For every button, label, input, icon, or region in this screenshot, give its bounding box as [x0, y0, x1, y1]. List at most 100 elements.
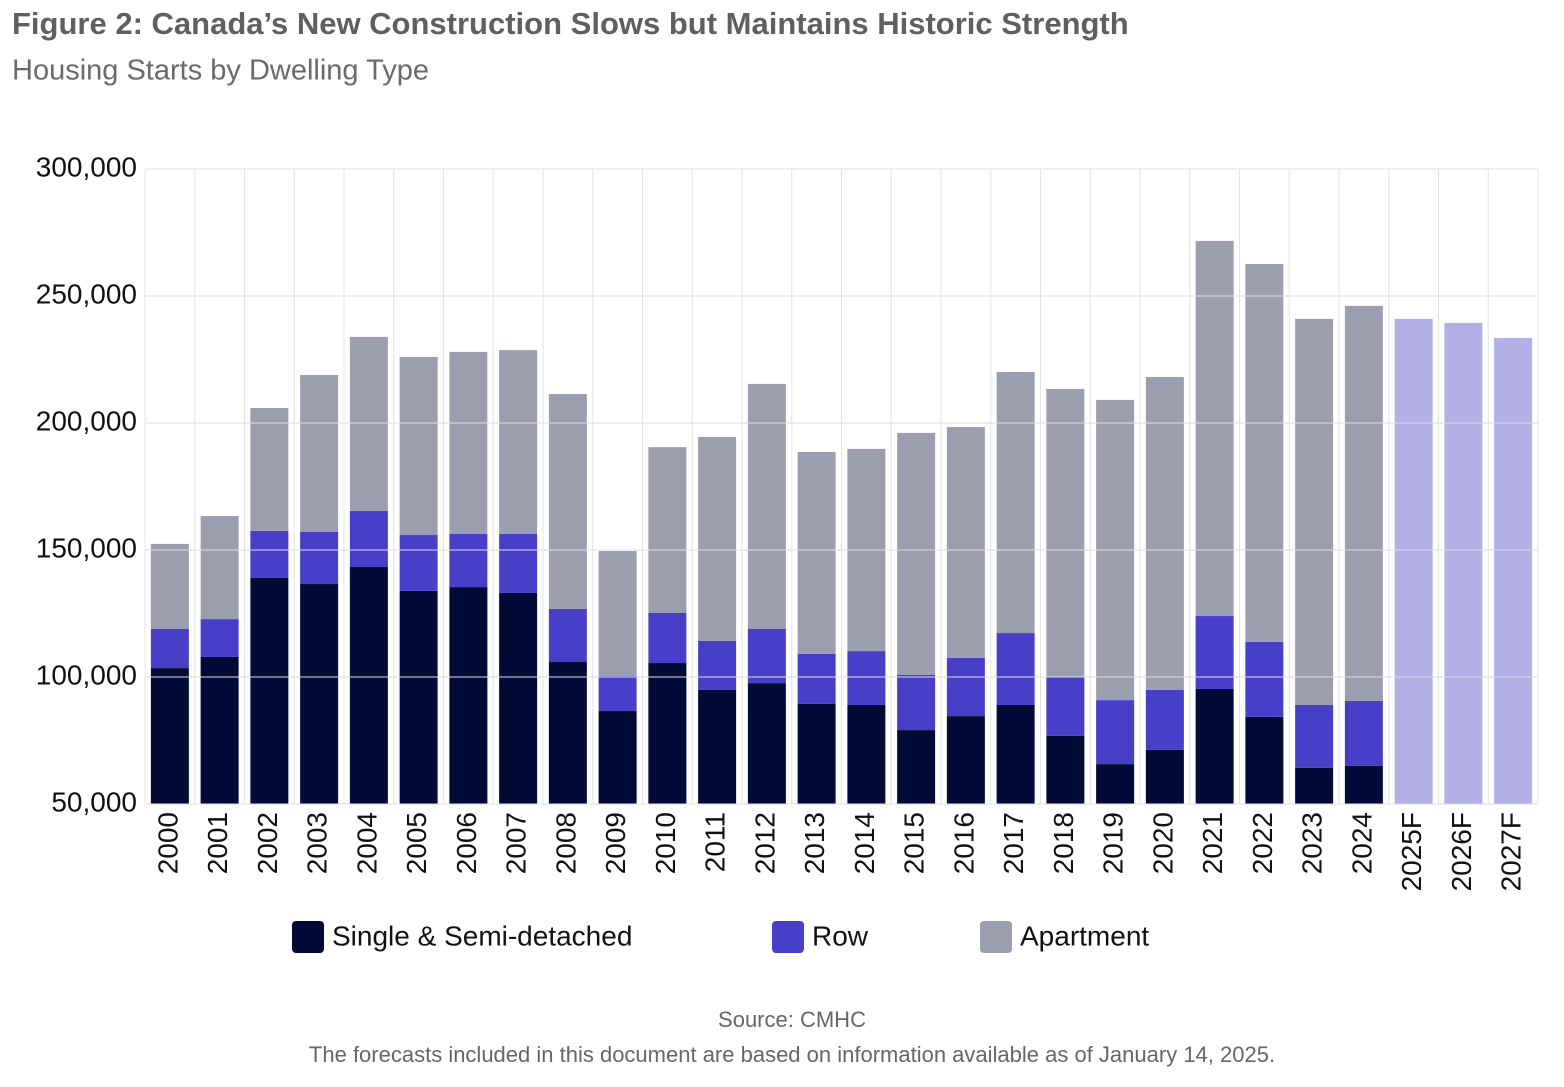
- bar-segment: [250, 530, 289, 578]
- bar-segment: [499, 592, 538, 804]
- bar-segment: [698, 640, 737, 690]
- bar-segment: [797, 653, 836, 704]
- x-tick-label: 2022: [1247, 812, 1278, 874]
- bar-segment: [300, 374, 339, 532]
- legend-label: Apartment: [1020, 920, 1149, 951]
- bar-segment: [449, 351, 488, 534]
- bar-segment: [946, 657, 985, 717]
- bar-segment: [1494, 337, 1533, 804]
- bar-segment: [946, 716, 985, 804]
- bar-segment: [1096, 700, 1135, 765]
- bar-segment: [200, 619, 239, 657]
- bar-segment: [1096, 764, 1135, 804]
- bar-segment: [897, 674, 936, 731]
- bar-segment: [300, 531, 339, 585]
- x-tick-label: 2014: [849, 812, 880, 874]
- bar-segment: [300, 584, 339, 804]
- bar-segment: [1145, 689, 1184, 750]
- bar-segment: [598, 711, 637, 804]
- x-tick-label: 2010: [650, 812, 681, 874]
- y-tick-label: 250,000: [36, 278, 137, 309]
- bar-segment: [200, 515, 239, 620]
- bar-segment: [897, 432, 936, 675]
- bar-segment: [598, 551, 637, 676]
- x-tick-label: 2013: [799, 812, 830, 874]
- bar-segment: [1195, 616, 1234, 689]
- x-tick-label: 2027F: [1496, 812, 1527, 891]
- x-tick-label: 2016: [948, 812, 979, 874]
- bar-segment: [150, 543, 189, 629]
- y-tick-label: 300,000: [36, 151, 137, 182]
- x-tick-label: 2019: [1098, 812, 1129, 874]
- bar-segment: [1344, 700, 1383, 766]
- bar-segment: [1344, 765, 1383, 804]
- x-tick-label: 2000: [152, 812, 183, 874]
- bar-segment: [1195, 240, 1234, 617]
- y-tick-label: 150,000: [36, 532, 137, 563]
- x-tick-label: 2007: [501, 812, 532, 874]
- x-tick-label: 2012: [749, 812, 780, 874]
- y-tick-label: 50,000: [51, 786, 137, 817]
- legend-label: Single & Semi-detached: [332, 920, 632, 951]
- bar-segment: [698, 436, 737, 641]
- bar-segment: [1295, 767, 1334, 804]
- bar-segment: [797, 703, 836, 804]
- bar-segment: [250, 577, 289, 804]
- bar-segment: [449, 587, 488, 804]
- bar-segment: [1295, 318, 1334, 705]
- x-tick-label: 2025F: [1396, 812, 1427, 891]
- y-tick-label: 100,000: [36, 659, 137, 690]
- bar-segment: [548, 608, 587, 663]
- bar-segment: [1145, 749, 1184, 804]
- chart-title: Figure 2: Canada’s New Construction Slow…: [12, 6, 1129, 41]
- bar-segment: [996, 371, 1035, 634]
- x-tick-label: 2004: [351, 812, 382, 874]
- bar-segment: [1046, 677, 1085, 736]
- bar-segment: [847, 651, 886, 705]
- bar-segment: [598, 675, 637, 712]
- bar-segment: [996, 704, 1035, 804]
- bar-segment: [648, 612, 687, 664]
- bar-segment: [1195, 688, 1234, 804]
- legend-swatch: [772, 921, 804, 953]
- bar-segment: [499, 350, 538, 534]
- x-tick-label: 2026F: [1446, 812, 1477, 891]
- bar-segment: [897, 730, 936, 804]
- bar-segment: [399, 356, 438, 536]
- bar-segment: [1046, 388, 1085, 677]
- bar-segment: [548, 662, 587, 804]
- legend-swatch: [292, 921, 324, 953]
- source: Source: CMHC: [718, 1007, 866, 1032]
- bar-segment: [399, 590, 438, 804]
- bar-segment: [1444, 322, 1483, 804]
- x-tick-label: 2024: [1346, 812, 1377, 874]
- x-tick-label: 2001: [202, 812, 233, 874]
- bar-segment: [747, 383, 786, 629]
- bar-segment: [747, 683, 786, 804]
- x-tick-label: 2023: [1297, 812, 1328, 874]
- x-tick-label: 2011: [700, 812, 731, 872]
- x-tick-label: 2020: [1147, 812, 1178, 874]
- x-tick-label: 2003: [302, 812, 333, 874]
- bar-segment: [150, 628, 189, 669]
- bar-segment: [499, 533, 538, 593]
- y-tick-label: 200,000: [36, 405, 137, 436]
- bar-segment: [698, 689, 737, 804]
- x-tick-label: 2006: [451, 812, 482, 874]
- bar-segment: [399, 535, 438, 591]
- bar-segment: [1344, 305, 1383, 701]
- x-tick-label: 2002: [252, 812, 283, 874]
- x-tick-label: 2017: [998, 812, 1029, 874]
- bar-segment: [648, 663, 687, 804]
- bar-segment: [797, 451, 836, 654]
- chart-subtitle: Housing Starts by Dwelling Type: [12, 55, 429, 87]
- bar-segment: [1245, 716, 1284, 804]
- bar-segment: [1145, 377, 1184, 690]
- bar-segment: [1394, 318, 1433, 804]
- bar-segment: [946, 427, 985, 658]
- bar-segment: [648, 447, 687, 613]
- bar-segment: [1245, 641, 1284, 717]
- x-tick-label: 2021: [1197, 812, 1228, 874]
- bar-segment: [150, 668, 189, 804]
